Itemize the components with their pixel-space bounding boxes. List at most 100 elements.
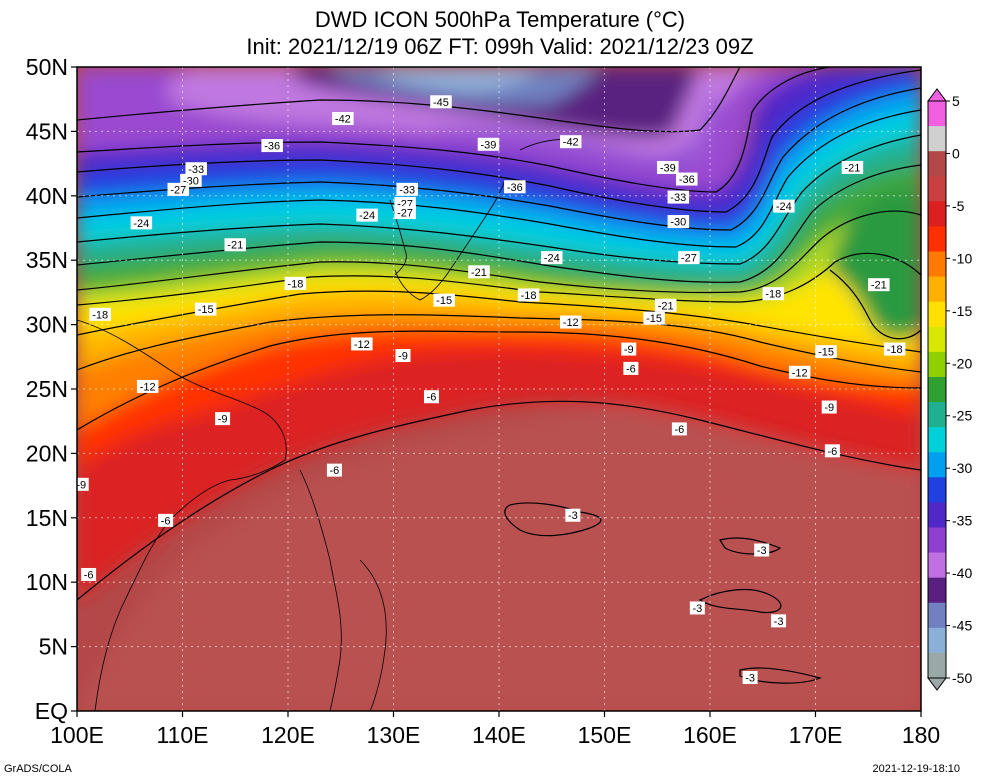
lat-tick-label: 45N xyxy=(26,118,68,144)
lat-tick-label: 15N xyxy=(26,505,68,531)
contour-label-text: -39 xyxy=(660,162,676,174)
contour-label: -33 xyxy=(396,182,418,196)
contour-label: -21 xyxy=(654,298,677,312)
contour-label: -39 xyxy=(477,137,500,151)
contour-label: -36 xyxy=(504,180,526,194)
contour-label: -6 xyxy=(824,444,840,458)
contour-label-box xyxy=(396,182,418,196)
lon-tick-label: 150E xyxy=(578,722,632,748)
contour-label: -24 xyxy=(130,216,153,230)
contour-label-box xyxy=(771,614,787,628)
contour-label: -9 xyxy=(621,342,637,356)
contour-label: -6 xyxy=(81,567,97,581)
contour-label-text: -3 xyxy=(692,603,702,615)
contour-label: -6 xyxy=(423,390,439,404)
colorbar-label: -35 xyxy=(952,513,972,529)
contour-label-text: -6 xyxy=(161,515,171,527)
colorbar-segment xyxy=(928,251,946,278)
contour-label-text: -21 xyxy=(471,267,487,279)
contour-label-text: -18 xyxy=(765,289,781,301)
contour-label-text: -15 xyxy=(198,304,214,316)
colorbar-label: 5 xyxy=(952,93,960,109)
contour-label-text: -36 xyxy=(679,174,695,186)
contour-label-text: -12 xyxy=(354,339,370,351)
contour-label-box xyxy=(81,567,97,581)
colorbar-segment xyxy=(928,151,946,177)
contour-label: -39 xyxy=(657,160,679,174)
contour-label-box xyxy=(815,345,837,359)
contour-label-text: -6 xyxy=(675,424,685,436)
contour-label-text: -9 xyxy=(824,402,834,414)
contour-label-text: -9 xyxy=(624,344,634,356)
lat-tick-label: 35N xyxy=(26,247,68,273)
contour-label: -9 xyxy=(395,349,411,363)
contour-label-box xyxy=(394,206,416,220)
contour-label-text: -33 xyxy=(399,184,415,196)
colorbar-label: -25 xyxy=(952,408,972,424)
lat-tick-label: 40N xyxy=(26,183,68,209)
contour-label-text: -21 xyxy=(227,240,243,252)
contour-label-text: -15 xyxy=(436,295,452,307)
contour-label-text: -6 xyxy=(827,446,837,458)
lon-tick-label: 100E xyxy=(50,722,104,748)
contour-label-box xyxy=(541,251,563,265)
contour-label-text: -24 xyxy=(544,253,560,265)
contour-label-text: -24 xyxy=(776,201,792,213)
contour-label-box xyxy=(689,601,705,615)
colorbar-segment xyxy=(928,502,946,528)
contour-label-text: -6 xyxy=(330,465,340,477)
contour-label: -27 xyxy=(167,182,190,196)
lon-tick-label: 130E xyxy=(367,722,421,748)
colorbar-segment xyxy=(928,276,946,303)
contour-label: -15 xyxy=(433,293,455,307)
contour-label: -15 xyxy=(643,311,665,325)
colorbar-segment xyxy=(928,552,946,579)
colorbar-segment xyxy=(928,201,946,227)
colorbar-segment xyxy=(928,402,946,428)
lat-tick-label: 50N xyxy=(26,54,68,80)
contour-label-box xyxy=(841,160,864,174)
contour-label-text: -30 xyxy=(670,217,686,229)
contour-label: -18 xyxy=(517,288,540,302)
contour-label: -24 xyxy=(541,251,563,265)
contour-label-text: -12 xyxy=(140,381,156,393)
contour-label: -3 xyxy=(771,614,787,628)
colorbar-label: -15 xyxy=(952,303,972,319)
colorbar-segment xyxy=(928,301,946,328)
colorbar-segment xyxy=(928,477,946,503)
footer-timestamp: 2021-12-19-18:10 xyxy=(872,763,960,775)
contour-label-box xyxy=(667,190,690,204)
colorbar-segment xyxy=(928,627,946,654)
lon-tick-label: 140E xyxy=(472,722,526,748)
contour-label: -6 xyxy=(623,361,639,375)
contour-label-box xyxy=(224,238,246,252)
latitude-axis: EQ 5N 10N 15N 20N 25N 30N 35N 40N 45N 50N xyxy=(26,54,77,724)
contour-label-box xyxy=(167,182,190,196)
contour-label-box xyxy=(565,508,581,522)
contour-label: -6 xyxy=(326,463,342,477)
contour-label-box xyxy=(185,162,207,176)
contour-label-text: -12 xyxy=(792,367,808,379)
contour-label-text: -36 xyxy=(264,141,280,153)
colorbar-segment xyxy=(928,351,946,378)
colorbar-segment xyxy=(928,376,946,403)
colorbar-segment xyxy=(928,527,946,554)
map-grid xyxy=(77,67,921,711)
contour-label-box xyxy=(788,365,811,379)
contour-label: -21 xyxy=(868,278,890,292)
contour-label-text: -6 xyxy=(84,569,94,581)
contour-label-text: -3 xyxy=(774,616,784,628)
contour-label-box xyxy=(433,293,455,307)
contour-label-text: -27 xyxy=(681,253,697,265)
colorbar-label: -5 xyxy=(952,198,965,214)
colorbar-label: -10 xyxy=(952,250,972,266)
contour-label-text: -27 xyxy=(170,184,186,196)
contour-label-box xyxy=(468,265,490,279)
contour-label: -45 xyxy=(430,95,452,109)
colorbar: 5 0 -5 -10 -15 -20 -25 -30 -35 -40 -45 -50 xyxy=(927,88,972,691)
lon-tick-label: 180 xyxy=(902,722,940,748)
contour-label-text: -9 xyxy=(76,479,86,491)
contour-label-text: -27 xyxy=(397,208,413,220)
contour-label-text: -18 xyxy=(887,344,903,356)
colorbar-segment xyxy=(928,326,946,353)
